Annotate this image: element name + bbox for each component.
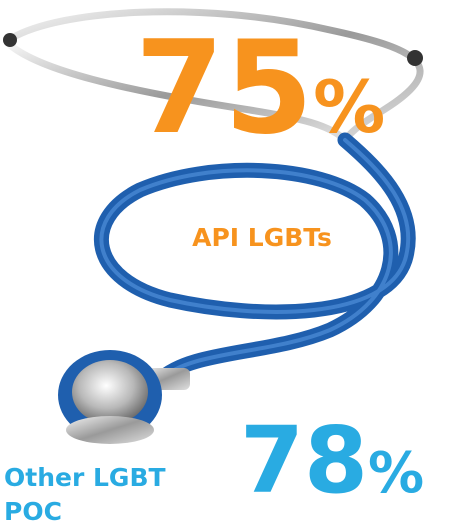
ear-tube [10, 8, 424, 143]
ear-tube [7, 42, 348, 143]
stat-value: 75% [135, 14, 385, 163]
ear-tip [407, 50, 423, 66]
stethoscope [3, 8, 424, 444]
stat-label: Other LGBT [4, 463, 166, 492]
stat-value: 78% [240, 407, 424, 514]
chestpiece-base [66, 416, 154, 444]
chestpiece [72, 360, 148, 424]
stat-label: POC [4, 497, 62, 526]
stat-label: API LGBTs [192, 223, 332, 252]
ear-tip [3, 33, 17, 47]
tube [94, 132, 416, 388]
tube-highlight [99, 138, 411, 382]
